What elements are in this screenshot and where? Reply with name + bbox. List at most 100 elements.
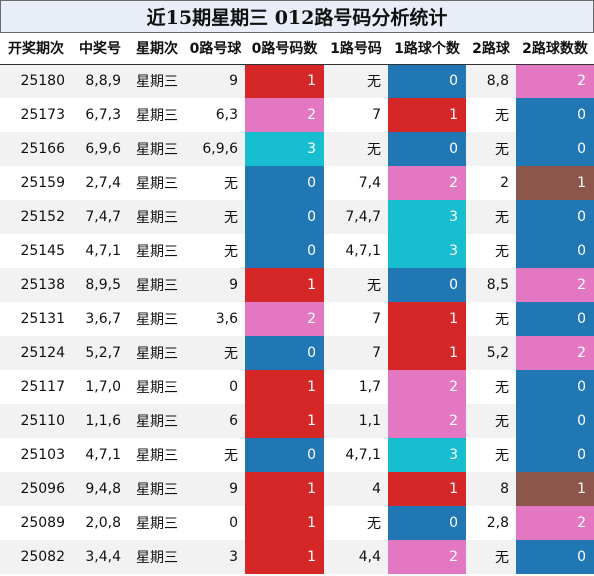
route2-balls-cell: 8,5 [466, 268, 516, 302]
route2-count-cell: 0 [516, 234, 594, 268]
route1-count-cell: 3 [388, 438, 466, 472]
route2-count-cell: 0 [516, 302, 594, 336]
route1-count-cell: 1 [388, 98, 466, 132]
route2-balls-cell: 无 [466, 132, 516, 166]
route1-balls-cell: 1,7 [324, 370, 388, 404]
route1-count-cell: 0 [388, 506, 466, 540]
period-cell: 25117 [0, 370, 72, 404]
weekday-cell: 星期三 [128, 98, 186, 132]
weekday-cell: 星期三 [128, 132, 186, 166]
table-row: 25138 8,9,5 星期三 9 1 无 0 8,5 2 [0, 268, 594, 302]
weekday-cell: 星期三 [128, 438, 186, 472]
weekday-cell: 星期三 [128, 166, 186, 200]
route1-count-cell: 1 [388, 302, 466, 336]
route2-balls-cell: 无 [466, 404, 516, 438]
route0-balls-cell: 0 [186, 506, 245, 540]
route0-count-cell: 1 [245, 540, 324, 574]
numbers-cell: 8,8,9 [72, 64, 128, 98]
numbers-cell: 6,7,3 [72, 98, 128, 132]
route0-balls-cell: 0 [186, 370, 245, 404]
route0-balls-cell: 9 [186, 268, 245, 302]
route0-balls-cell: 无 [186, 234, 245, 268]
route2-balls-cell: 8,8 [466, 64, 516, 98]
table-row: 25173 6,7,3 星期三 6,3 2 7 1 无 0 [0, 98, 594, 132]
route2-count-cell: 0 [516, 540, 594, 574]
route2-count-cell: 2 [516, 336, 594, 370]
col-header-weekday: 星期次 [128, 33, 186, 65]
period-cell: 25173 [0, 98, 72, 132]
weekday-cell: 星期三 [128, 234, 186, 268]
route1-balls-cell: 7 [324, 336, 388, 370]
table-row: 25166 6,9,6 星期三 6,9,6 3 无 0 无 0 [0, 132, 594, 166]
table-row: 25103 4,7,1 星期三无 0 4,7,1 3 无 0 [0, 438, 594, 472]
route2-count-cell: 0 [516, 404, 594, 438]
route0-balls-cell: 3,6 [186, 302, 245, 336]
period-cell: 25096 [0, 472, 72, 506]
route1-balls-cell: 7,4,7 [324, 200, 388, 234]
route1-count-cell: 0 [388, 64, 466, 98]
route1-count-cell: 0 [388, 132, 466, 166]
route1-balls-cell: 1,1 [324, 404, 388, 438]
stats-table: 开奖期次 中奖号 星期次 0路号球 0路号码数 1路号码 1路球个数 2路球 2… [0, 33, 594, 574]
route1-balls-cell: 4 [324, 472, 388, 506]
numbers-cell: 4,7,1 [72, 234, 128, 268]
period-cell: 25124 [0, 336, 72, 370]
route2-count-cell: 0 [516, 438, 594, 472]
route1-balls-cell: 7 [324, 302, 388, 336]
period-cell: 25103 [0, 438, 72, 472]
weekday-cell: 星期三 [128, 506, 186, 540]
period-cell: 25110 [0, 404, 72, 438]
numbers-cell: 3,6,7 [72, 302, 128, 336]
numbers-cell: 1,1,6 [72, 404, 128, 438]
route2-balls-cell: 无 [466, 438, 516, 472]
route2-count-cell: 0 [516, 132, 594, 166]
numbers-cell: 6,9,6 [72, 132, 128, 166]
weekday-cell: 星期三 [128, 472, 186, 506]
table-row: 25096 9,4,8 星期三 9 1 4 1 8 1 [0, 472, 594, 506]
col-header-route1-balls: 1路号码 [324, 33, 388, 65]
numbers-cell: 3,4,4 [72, 540, 128, 574]
route0-balls-cell: 6,3 [186, 98, 245, 132]
weekday-cell: 星期三 [128, 302, 186, 336]
route2-count-cell: 1 [516, 166, 594, 200]
route0-balls-cell: 无 [186, 166, 245, 200]
numbers-cell: 8,9,5 [72, 268, 128, 302]
col-header-route2-count: 2路球数数 [516, 33, 594, 65]
period-cell: 25166 [0, 132, 72, 166]
table-row: 25110 1,1,6 星期三 6 1 1,1 2 无 0 [0, 404, 594, 438]
route0-count-cell: 2 [245, 302, 324, 336]
numbers-cell: 1,7,0 [72, 370, 128, 404]
route2-count-cell: 2 [516, 506, 594, 540]
route1-balls-cell: 7 [324, 98, 388, 132]
col-header-route0-count: 0路号码数 [245, 33, 324, 65]
route2-balls-cell: 2 [466, 166, 516, 200]
route1-count-cell: 0 [388, 268, 466, 302]
route1-count-cell: 1 [388, 336, 466, 370]
route0-count-cell: 0 [245, 200, 324, 234]
table-row: 25145 4,7,1 星期三无 0 4,7,1 3 无 0 [0, 234, 594, 268]
period-cell: 25131 [0, 302, 72, 336]
period-cell: 25159 [0, 166, 72, 200]
route2-balls-cell: 无 [466, 98, 516, 132]
route1-balls-cell: 4,7,1 [324, 438, 388, 472]
route1-count-cell: 2 [388, 404, 466, 438]
route1-balls-cell: 无 [324, 64, 388, 98]
weekday-cell: 星期三 [128, 404, 186, 438]
route2-balls-cell: 无 [466, 370, 516, 404]
route0-count-cell: 1 [245, 472, 324, 506]
period-cell: 25089 [0, 506, 72, 540]
route1-balls-cell: 无 [324, 506, 388, 540]
weekday-cell: 星期三 [128, 64, 186, 98]
route0-balls-cell: 6 [186, 404, 245, 438]
route1-count-cell: 2 [388, 166, 466, 200]
route0-count-cell: 0 [245, 438, 324, 472]
table-row: 25131 3,6,7 星期三 3,6 2 7 1 无 0 [0, 302, 594, 336]
route0-count-cell: 0 [245, 336, 324, 370]
period-cell: 25138 [0, 268, 72, 302]
route2-balls-cell: 2,8 [466, 506, 516, 540]
weekday-cell: 星期三 [128, 268, 186, 302]
route0-count-cell: 1 [245, 370, 324, 404]
numbers-cell: 2,0,8 [72, 506, 128, 540]
route2-count-cell: 0 [516, 98, 594, 132]
